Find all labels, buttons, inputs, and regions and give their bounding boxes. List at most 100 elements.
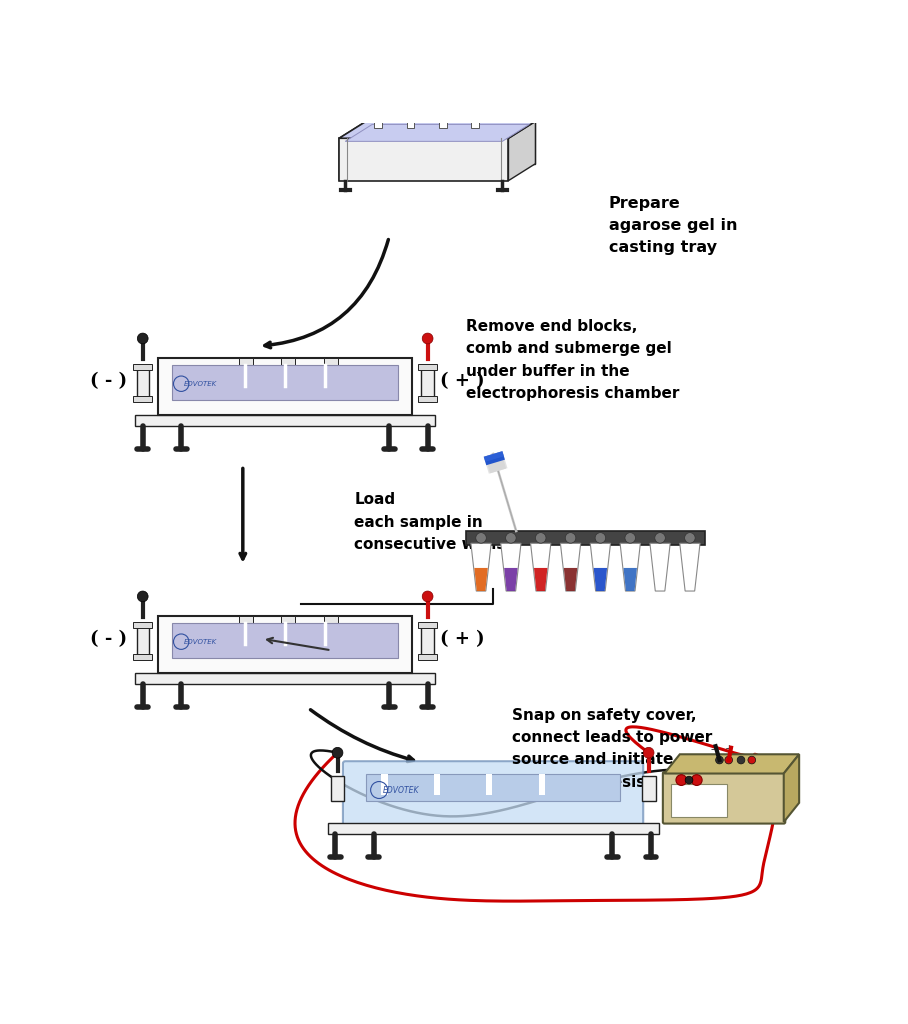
Bar xyxy=(466,531,705,545)
Text: A: A xyxy=(477,553,485,563)
Bar xyxy=(419,395,437,401)
Text: ( - ): ( - ) xyxy=(90,630,126,648)
Polygon shape xyxy=(339,121,536,138)
Bar xyxy=(328,823,658,834)
FancyBboxPatch shape xyxy=(343,761,643,825)
Polygon shape xyxy=(407,118,414,128)
Text: ( + ): ( + ) xyxy=(440,630,485,648)
Text: E: E xyxy=(597,553,604,563)
Circle shape xyxy=(676,775,686,785)
Text: Prepare
agarose gel in
casting tray: Prepare agarose gel in casting tray xyxy=(608,196,737,255)
Bar xyxy=(158,615,412,674)
Polygon shape xyxy=(624,568,637,591)
Bar xyxy=(281,357,295,370)
Polygon shape xyxy=(345,125,529,141)
Circle shape xyxy=(686,776,693,784)
Bar xyxy=(642,776,656,801)
Bar xyxy=(172,366,399,400)
FancyBboxPatch shape xyxy=(663,772,785,823)
Polygon shape xyxy=(474,568,488,591)
Text: B: B xyxy=(507,553,515,563)
Bar xyxy=(331,776,344,801)
Bar xyxy=(421,624,434,655)
Circle shape xyxy=(476,532,487,543)
Bar xyxy=(239,615,252,628)
Circle shape xyxy=(655,532,666,543)
Bar xyxy=(419,653,437,659)
Polygon shape xyxy=(784,755,799,822)
Text: EDVOTEK: EDVOTEK xyxy=(382,785,419,795)
Bar xyxy=(133,395,152,401)
Bar xyxy=(486,773,492,795)
Polygon shape xyxy=(339,121,366,180)
Polygon shape xyxy=(680,544,700,591)
Polygon shape xyxy=(564,568,577,591)
Circle shape xyxy=(422,591,433,602)
Bar xyxy=(434,773,440,795)
Bar xyxy=(323,615,338,628)
Bar xyxy=(421,366,434,397)
Text: Remove end blocks,
comb and submerge gel
under buffer in the
electrophoresis cha: Remove end blocks, comb and submerge gel… xyxy=(466,319,679,400)
Polygon shape xyxy=(471,118,479,128)
Bar xyxy=(136,366,149,397)
Circle shape xyxy=(137,333,148,344)
Circle shape xyxy=(685,532,696,543)
Polygon shape xyxy=(590,544,610,591)
Polygon shape xyxy=(500,544,521,591)
Polygon shape xyxy=(534,568,548,591)
Bar xyxy=(419,364,437,370)
Circle shape xyxy=(725,756,733,764)
Text: D: D xyxy=(567,553,575,563)
Bar xyxy=(133,622,152,628)
Bar xyxy=(158,357,412,416)
Bar xyxy=(239,357,252,370)
Bar xyxy=(172,624,399,658)
Circle shape xyxy=(737,756,745,764)
Text: –   +: – + xyxy=(711,743,734,754)
Circle shape xyxy=(137,591,148,602)
Polygon shape xyxy=(530,544,551,591)
Polygon shape xyxy=(508,121,536,180)
Polygon shape xyxy=(471,544,491,591)
Polygon shape xyxy=(439,118,447,128)
Polygon shape xyxy=(665,755,799,773)
Bar xyxy=(381,773,388,795)
Bar xyxy=(419,622,437,628)
Circle shape xyxy=(716,756,724,764)
Circle shape xyxy=(566,532,576,543)
FancyBboxPatch shape xyxy=(670,784,727,817)
Circle shape xyxy=(332,748,343,758)
Text: Load
each sample in
consecutive wells: Load each sample in consecutive wells xyxy=(354,493,506,552)
Text: Snap on safety cover,
connect leads to power
source and initiate
electrophoresis: Snap on safety cover, connect leads to p… xyxy=(512,708,713,790)
Text: EDVOTEK: EDVOTEK xyxy=(183,381,217,387)
Circle shape xyxy=(625,532,636,543)
Bar xyxy=(135,674,435,684)
Text: EDVOTEK: EDVOTEK xyxy=(183,639,217,645)
Bar xyxy=(281,615,295,628)
Circle shape xyxy=(748,756,755,764)
Polygon shape xyxy=(366,121,536,164)
Text: C: C xyxy=(537,553,545,563)
Polygon shape xyxy=(374,118,382,128)
Bar xyxy=(366,773,620,801)
Circle shape xyxy=(595,532,606,543)
Polygon shape xyxy=(504,568,518,591)
Text: ( + ): ( + ) xyxy=(440,372,485,390)
Polygon shape xyxy=(339,138,508,180)
Circle shape xyxy=(422,333,433,344)
Circle shape xyxy=(691,775,702,785)
Bar xyxy=(323,357,338,370)
Polygon shape xyxy=(560,544,581,591)
Bar xyxy=(538,773,545,795)
Text: F: F xyxy=(627,553,634,563)
Polygon shape xyxy=(594,568,607,591)
Polygon shape xyxy=(620,544,640,591)
Circle shape xyxy=(643,748,654,758)
Bar xyxy=(135,416,435,426)
Polygon shape xyxy=(650,544,670,591)
Bar xyxy=(136,624,149,655)
Bar xyxy=(133,364,152,370)
Circle shape xyxy=(536,532,546,543)
Text: ( - ): ( - ) xyxy=(90,372,126,390)
Bar xyxy=(133,653,152,659)
